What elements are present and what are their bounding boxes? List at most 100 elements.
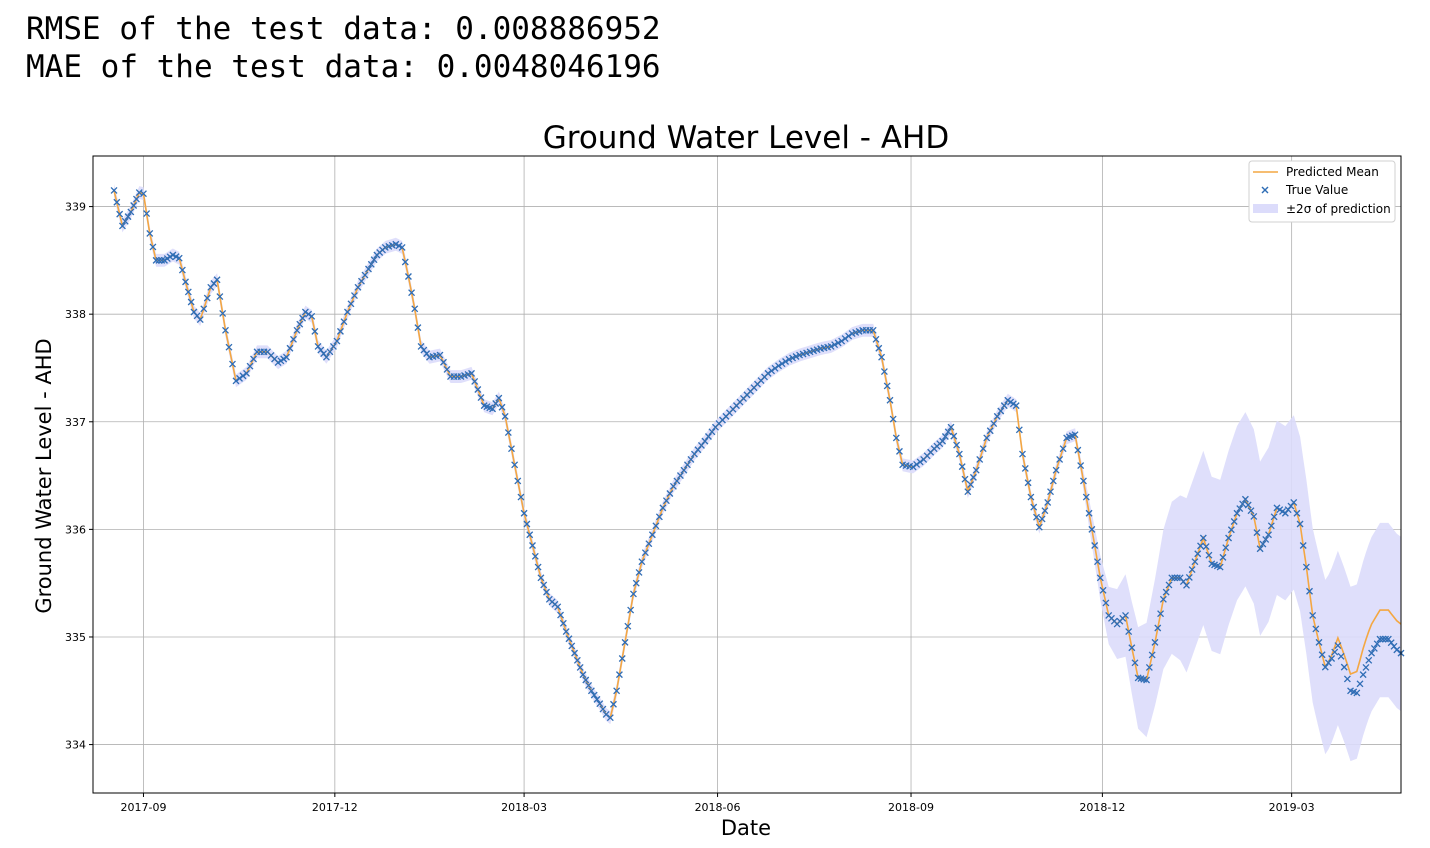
true-value-marker xyxy=(140,190,147,198)
true-value-marker xyxy=(638,558,646,566)
true-value-marker xyxy=(571,649,579,657)
true-value-marker xyxy=(1239,500,1247,508)
true-value-marker xyxy=(365,265,372,273)
true-value-marker xyxy=(1183,581,1190,589)
true-value-marker xyxy=(1049,477,1057,485)
true-value-marker xyxy=(896,447,903,455)
true-value-marker xyxy=(662,497,670,505)
true-value-marker xyxy=(130,202,138,209)
true-value-marker xyxy=(704,433,712,440)
true-value-marker xyxy=(1059,445,1067,453)
y-axis-title: Ground Water Level - AHD xyxy=(32,338,56,613)
true-value-marker xyxy=(587,687,595,695)
true-value-marker xyxy=(526,531,534,539)
true-value-marker xyxy=(158,256,166,264)
true-value-marker xyxy=(993,412,1001,420)
true-value-marker xyxy=(200,305,208,313)
true-value-marker xyxy=(1256,545,1264,553)
true-value-marker xyxy=(593,695,601,703)
true-value-marker xyxy=(955,450,963,458)
true-value-marker xyxy=(143,210,151,218)
x-tick-label: 2019-03 xyxy=(1269,801,1315,814)
true-value-marker xyxy=(1080,477,1087,485)
true-value-marker xyxy=(1356,680,1364,688)
true-value-marker xyxy=(146,230,154,237)
true-value-marker xyxy=(1154,624,1162,632)
true-value-marker xyxy=(841,335,849,343)
true-value-marker xyxy=(983,434,991,442)
true-value-marker xyxy=(939,437,947,445)
true-value-marker xyxy=(116,210,124,218)
true-value-marker xyxy=(953,441,961,449)
true-value-marker xyxy=(771,364,779,372)
true-value-marker xyxy=(610,700,617,708)
true-value-marker xyxy=(1082,493,1090,501)
true-value-marker xyxy=(875,344,883,352)
true-value-marker xyxy=(1157,610,1165,618)
true-value-marker xyxy=(370,256,378,264)
true-value-marker xyxy=(508,445,515,453)
true-value-marker xyxy=(1267,522,1275,530)
true-value-marker xyxy=(562,628,570,636)
true-value-marker xyxy=(351,292,358,299)
true-value-marker xyxy=(1165,581,1173,589)
true-value-marker xyxy=(175,254,183,262)
true-value-marker xyxy=(1151,638,1159,646)
true-value-marker xyxy=(892,434,900,442)
true-value-marker xyxy=(947,423,955,431)
true-value-marker xyxy=(118,222,126,230)
true-value-marker xyxy=(967,481,975,489)
x-tick-label: 2018-03 xyxy=(501,801,547,814)
true-value-marker xyxy=(1171,574,1179,582)
true-value-marker xyxy=(1033,513,1040,521)
true-value-marker xyxy=(471,377,479,385)
true-value-marker xyxy=(124,213,132,221)
true-value-marker xyxy=(520,509,528,517)
uncertainty-band-area xyxy=(114,184,1401,762)
true-value-marker xyxy=(178,266,186,274)
true-value-marker xyxy=(1309,611,1317,619)
true-value-marker xyxy=(219,309,227,317)
true-value-marker xyxy=(886,396,894,404)
true-value-marker xyxy=(1128,644,1136,652)
true-value-marker xyxy=(950,432,958,440)
true-value-marker xyxy=(213,276,221,284)
true-value-marker xyxy=(683,461,691,469)
true-value-marker xyxy=(576,664,584,671)
legend: Predicted Mean True Value ±2σ of predict… xyxy=(1248,160,1396,223)
true-value-marker xyxy=(286,344,294,352)
y-tick-label: 339 xyxy=(65,201,86,214)
true-value-marker xyxy=(596,700,604,708)
true-value-marker xyxy=(283,353,290,361)
mae-output: MAE of the test data: 0.0048046196 xyxy=(26,49,661,85)
true-value-marker xyxy=(590,691,598,699)
true-value-marker xyxy=(414,324,422,332)
true-value-marker xyxy=(246,362,254,370)
true-value-marker xyxy=(113,198,121,206)
true-value-marker xyxy=(557,611,565,619)
true-value-marker xyxy=(404,273,412,280)
true-value-marker xyxy=(1343,675,1351,683)
true-value-marker xyxy=(785,355,793,363)
true-value-marker xyxy=(495,394,503,402)
true-value-marker xyxy=(1302,563,1310,571)
true-value-marker xyxy=(343,308,351,316)
true-value-marker xyxy=(676,472,684,480)
true-value-marker xyxy=(229,360,236,368)
true-value-marker xyxy=(1362,664,1370,671)
true-value-marker xyxy=(468,369,475,377)
true-value-marker xyxy=(1012,402,1020,410)
true-value-marker xyxy=(187,298,195,306)
true-value-marker xyxy=(1265,531,1272,539)
true-value-marker xyxy=(627,606,635,614)
true-value-marker xyxy=(618,655,626,662)
legend-band-label: ±2σ of prediction xyxy=(1286,202,1391,216)
x-tick-label: 2018-12 xyxy=(1079,801,1125,814)
x-tick-label: 2017-12 xyxy=(312,801,358,814)
true-value-marker xyxy=(1312,625,1320,633)
true-value-marker xyxy=(789,354,797,362)
true-value-marker xyxy=(708,428,716,436)
true-value-marker xyxy=(1188,566,1196,574)
true-value-marker xyxy=(1290,499,1298,506)
